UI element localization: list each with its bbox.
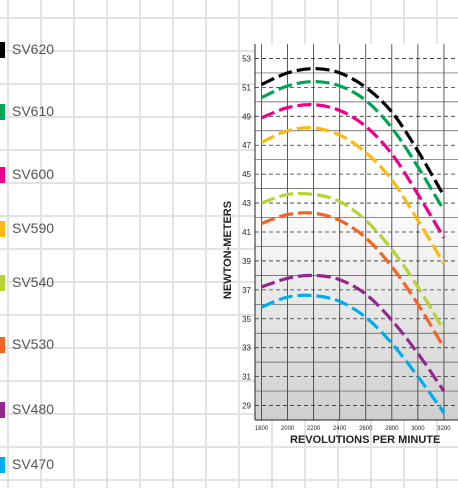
y-tick-label: 35 [242, 315, 251, 324]
y-tick-label: 41 [242, 228, 251, 237]
legend-label-sv590: SV590 [12, 220, 55, 236]
legend-label-sv470: SV470 [12, 456, 55, 472]
legend-swatch-sv600 [0, 167, 5, 183]
x-axis-label: REVOLUTIONS PER MINUTE [290, 434, 440, 446]
y-axis-label: NEWTON-METERS [222, 201, 234, 299]
y-tick-label: 43 [242, 199, 251, 208]
legend-swatch-sv480 [0, 402, 5, 418]
series-line-sv480 [260, 273, 446, 393]
legend-swatch-sv610 [0, 104, 5, 120]
legend-swatch-sv540 [0, 275, 5, 291]
x-tick-label: 2800 [385, 426, 399, 432]
legend-swatch-sv590 [0, 221, 5, 237]
legend-swatch-sv530 [0, 337, 5, 353]
series-line-sv530 [260, 211, 446, 349]
x-tick-label: 3000 [411, 426, 425, 432]
y-tick-label: 49 [242, 112, 251, 121]
legend-label-sv480: SV480 [12, 401, 55, 417]
x-tick-label: 3200 [437, 426, 451, 432]
legend-label-sv610: SV610 [12, 103, 55, 119]
x-tick-label: 2000 [281, 426, 295, 432]
y-tick-label: 29 [242, 402, 251, 411]
x-tick-label: 2400 [333, 426, 347, 432]
series-group [260, 66, 446, 414]
y-tick-label: 31 [242, 373, 251, 382]
x-tick-label: 2200 [307, 426, 321, 432]
legend-label-sv620: SV620 [12, 41, 55, 57]
plot-grid [254, 44, 458, 421]
y-tick-label: 37 [242, 286, 251, 295]
series-line-sv470 [260, 293, 446, 414]
y-tick-label: 45 [242, 170, 251, 179]
series-line-sv610 [260, 79, 446, 212]
y-tick-label: 53 [242, 54, 251, 63]
legend: SV620 SV610 SV600 SV590 SV540 SV530 SV48… [0, 0, 200, 488]
series-line-sv590 [260, 126, 446, 265]
legend-label-sv530: SV530 [12, 336, 55, 352]
legend-label-sv600: SV600 [12, 166, 55, 182]
y-tick-label: 33 [242, 344, 251, 353]
x-tick-label: 1800 [255, 426, 269, 432]
y-tick-label: 39 [242, 257, 251, 266]
legend-label-sv540: SV540 [12, 274, 55, 290]
series-line-sv540 [260, 191, 446, 332]
series-line-sv600 [260, 103, 446, 239]
y-tick-label: 47 [242, 141, 251, 150]
y-tick-label: 51 [242, 83, 251, 92]
x-tick-label: 2600 [359, 426, 373, 432]
legend-swatch-sv470 [0, 457, 5, 473]
tick-labels: 29 31 33 35 37 39 41 43 45 47 49 51 53 1800 2000 2200 24… [242, 54, 451, 432]
legend-swatch-sv620 [0, 42, 5, 58]
series-line-sv620 [260, 66, 446, 197]
